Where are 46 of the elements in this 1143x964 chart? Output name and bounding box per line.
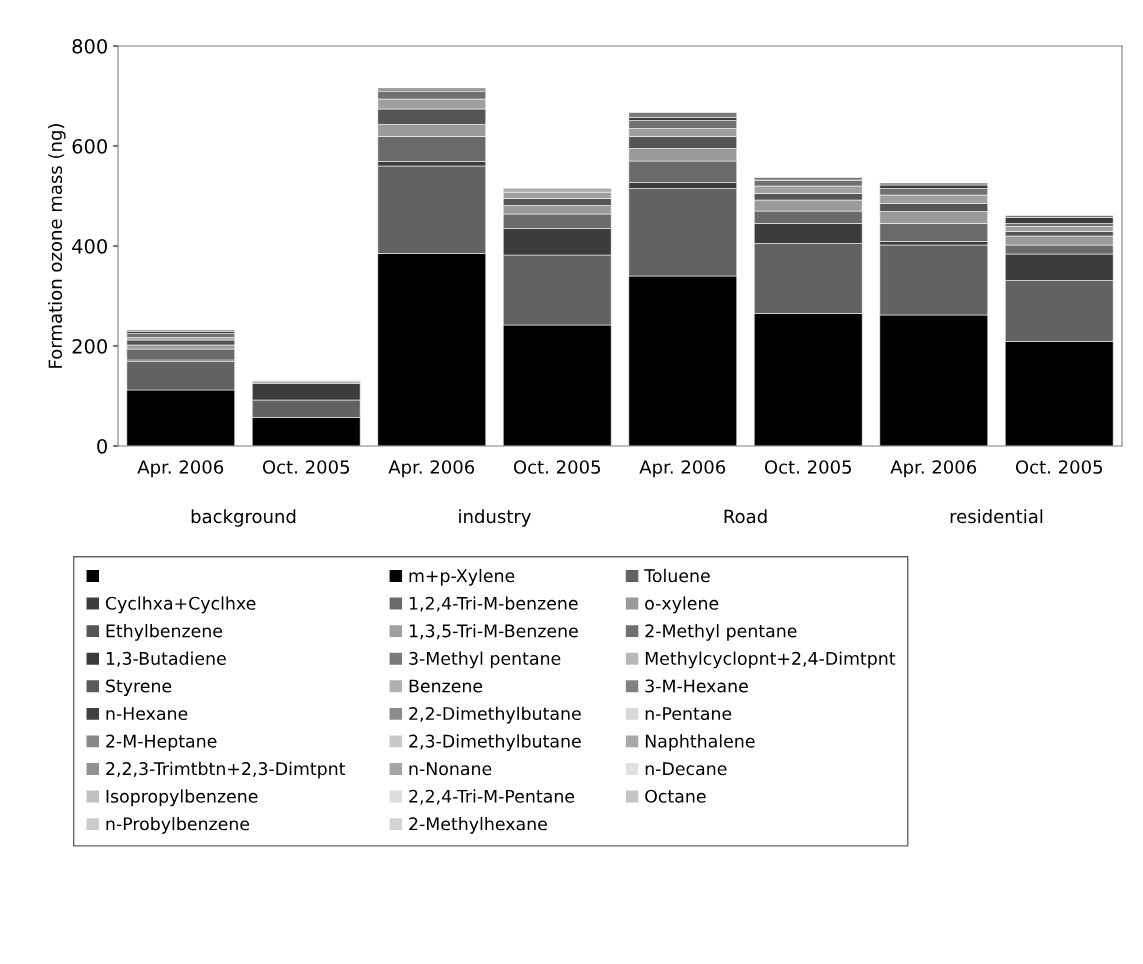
y-tick-label: 600 <box>72 138 107 154</box>
legend-label: 2-Methylhexane <box>409 816 547 834</box>
x-tick-label: Oct. 2005 <box>262 460 349 474</box>
legend-label: Benzene <box>409 679 483 693</box>
legend-label: 3-M-Hexane <box>645 679 748 693</box>
y-axis-title: Formation ozone mass (ng) <box>48 124 66 368</box>
x-tick-label: Apr. 2006 <box>890 460 977 478</box>
legend-label: n-Decane <box>645 762 727 776</box>
legend-label: 3-Methyl pentane <box>409 651 561 669</box>
text: industry <box>459 509 531 527</box>
legend-label: o-xylene <box>645 596 719 614</box>
legend-label: 2-M-Heptane <box>106 734 217 752</box>
legend-label: m+p-Xylene <box>409 568 515 586</box>
legend-label: Ethylbenzene <box>106 623 223 641</box>
legend-label: Methylcyclopnt+2,4-Dimtpnt <box>645 651 896 669</box>
text: residential <box>950 509 1043 524</box>
legend-label: 2,2,4-Tri-M-Pentane <box>409 789 575 805</box>
legend-label: Styrene <box>106 679 172 696</box>
legend-label: 1,2,4-Tri-M-benzene <box>409 596 578 612</box>
x-tick-label: Apr. 2006 <box>388 460 475 478</box>
text: background <box>191 509 296 527</box>
x-tick-label: Apr. 2006 <box>137 460 224 478</box>
legend-label: 2,3-Dimethylbutane <box>409 734 581 752</box>
legend-label: Isopropylbenzene <box>106 789 258 807</box>
y-tick-label: 200 <box>72 338 107 354</box>
text: Road <box>724 509 767 524</box>
legend-label: Toluene <box>644 568 710 583</box>
x-tick-label: Oct. 2005 <box>1015 460 1102 474</box>
x-tick-label: Apr. 2006 <box>639 460 726 478</box>
legend-label: 1,3-Butadiene <box>106 651 226 667</box>
x-tick-label: Oct. 2005 <box>513 460 600 474</box>
legend-label: 2-Methyl pentane <box>645 623 797 641</box>
y-tick-label: 0 <box>97 438 107 454</box>
legend-label: 1,3,5-Tri-M-Benzene <box>409 623 578 640</box>
legend-label: n-Hexane <box>106 707 188 721</box>
legend-label: n-Probylbenzene <box>106 816 250 834</box>
legend-label: Cyclhxa+Cyclhxe <box>105 596 256 614</box>
y-tick-label: 400 <box>72 238 107 254</box>
legend-label: Naphthalene <box>645 734 755 752</box>
legend-label: Octane <box>645 789 706 803</box>
y-tick-label: 800 <box>72 38 107 54</box>
x-tick-label: Oct. 2005 <box>764 460 851 474</box>
legend-label: n-Pentane <box>645 707 732 721</box>
legend-label: 2,2,3-Trimtbtn+2,3-Dimtpnt <box>106 761 346 779</box>
legend-label: n-Nonane <box>409 762 492 776</box>
legend-label: 2,2-Dimethylbutane <box>409 706 581 724</box>
